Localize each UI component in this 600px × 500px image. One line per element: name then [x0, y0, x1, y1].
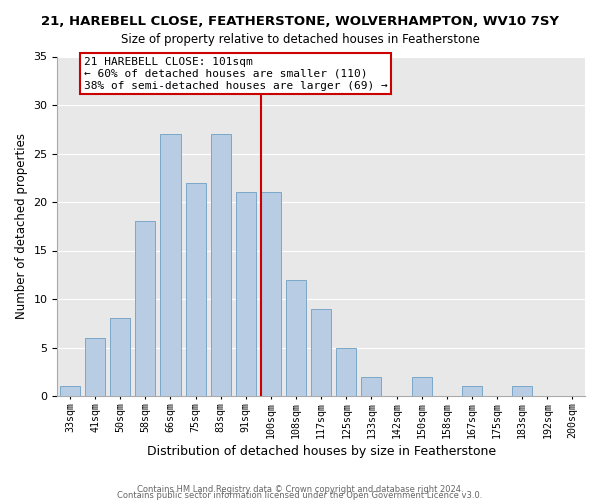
Bar — [311, 308, 331, 396]
Bar — [286, 280, 306, 396]
Bar — [110, 318, 130, 396]
Bar — [412, 376, 432, 396]
Text: 21 HAREBELL CLOSE: 101sqm
← 60% of detached houses are smaller (110)
38% of semi: 21 HAREBELL CLOSE: 101sqm ← 60% of detac… — [84, 58, 388, 90]
Text: Contains HM Land Registry data © Crown copyright and database right 2024.: Contains HM Land Registry data © Crown c… — [137, 485, 463, 494]
Bar — [512, 386, 532, 396]
Bar — [185, 182, 206, 396]
Bar — [135, 222, 155, 396]
Bar — [336, 348, 356, 396]
Bar — [361, 376, 382, 396]
Bar — [60, 386, 80, 396]
Bar — [85, 338, 105, 396]
Text: Contains public sector information licensed under the Open Government Licence v3: Contains public sector information licen… — [118, 490, 482, 500]
Text: Size of property relative to detached houses in Featherstone: Size of property relative to detached ho… — [121, 32, 479, 46]
Bar — [236, 192, 256, 396]
Text: 21, HAREBELL CLOSE, FEATHERSTONE, WOLVERHAMPTON, WV10 7SY: 21, HAREBELL CLOSE, FEATHERSTONE, WOLVER… — [41, 15, 559, 28]
Y-axis label: Number of detached properties: Number of detached properties — [15, 133, 28, 320]
X-axis label: Distribution of detached houses by size in Featherstone: Distribution of detached houses by size … — [146, 444, 496, 458]
Bar — [160, 134, 181, 396]
Bar — [211, 134, 231, 396]
Bar — [261, 192, 281, 396]
Bar — [462, 386, 482, 396]
